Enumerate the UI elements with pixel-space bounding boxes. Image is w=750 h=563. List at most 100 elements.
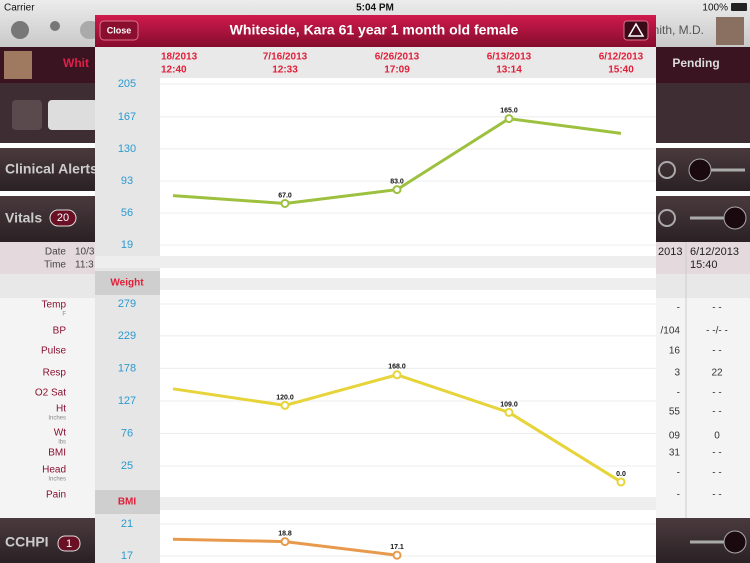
column-time: 15:40 [690, 259, 718, 271]
row-value: - [677, 388, 680, 399]
provider: nith, M.D. [653, 23, 704, 37]
row-label: Temp [42, 300, 67, 311]
slider-knob[interactable] [723, 206, 747, 230]
column-time: 12:40 [161, 65, 187, 76]
y-tick-label: 19 [121, 239, 133, 251]
row-value: 31 [669, 448, 681, 459]
row-value: - - [712, 448, 721, 459]
alert-icon[interactable] [627, 22, 645, 37]
row-value: - - [712, 303, 721, 314]
y-axis-panel [95, 47, 160, 563]
section-band [95, 278, 656, 290]
section-label-box [95, 490, 160, 514]
data-label: 17.1 [390, 544, 404, 551]
row-label: Head [42, 465, 66, 476]
row-value: - [677, 490, 680, 501]
column-time: 12:33 [272, 65, 298, 76]
settings-icon[interactable] [658, 209, 676, 227]
data-label: 109.0 [500, 401, 518, 408]
lock-button[interactable] [12, 100, 42, 130]
row-value: - - [712, 407, 721, 418]
section-title: Weight [110, 278, 144, 289]
clock-icon[interactable] [11, 21, 29, 39]
data-point [392, 550, 402, 560]
row-value: - -/- - [706, 326, 728, 337]
battery-text: 100% [702, 3, 728, 14]
row-value: - [677, 468, 680, 479]
time-label: Time [44, 260, 66, 271]
left-date: 10/3 [75, 247, 95, 258]
y-tick-label: 76 [121, 427, 133, 439]
column-date: 6/13/2013 [487, 52, 532, 63]
row-label: Wt [54, 428, 66, 439]
row-label: Ht [56, 404, 66, 415]
settings-icon[interactable] [658, 161, 676, 179]
clinical-alerts[interactable]: Clinical Alerts [5, 161, 98, 177]
data-label: 168.0 [388, 364, 406, 371]
column-time: 17:09 [384, 65, 410, 76]
search-field[interactable] [48, 100, 98, 130]
cchpi[interactable]: CCHPI [5, 534, 49, 550]
row-unit: Inches [48, 477, 66, 483]
row-value: /104 [661, 326, 681, 337]
clock: 5:04 PM [356, 3, 394, 14]
column-date: 7/16/2013 [263, 52, 308, 63]
column-time: 15:40 [608, 65, 634, 76]
vitals-count: 20 [57, 212, 69, 224]
data-point [280, 537, 290, 547]
y-tick-label: 21 [121, 518, 133, 530]
date-columns: 18/2013 12:40 7/16/2013 12:33 6/26/2013 17:09… [161, 52, 644, 76]
cchpi-badge [57, 535, 81, 552]
row-value: 09 [669, 431, 681, 442]
data-point [392, 185, 402, 195]
column-time: 13:14 [496, 65, 522, 76]
tab-pending[interactable]: Pending [672, 56, 719, 70]
row-value: - - [712, 346, 721, 357]
plot-area: Height19569313016720567.083.0165.0Weight… [95, 78, 656, 562]
row-unit: Inches [48, 416, 66, 422]
row-label: O2 Sat [35, 388, 66, 399]
row-value: - - [712, 468, 721, 479]
tab-patient[interactable]: Whit [63, 56, 89, 70]
y-tick-label: 93 [121, 175, 133, 187]
slider-knob[interactable] [723, 530, 747, 554]
section-band [95, 256, 656, 268]
row-value: 22 [711, 368, 723, 379]
patient-avatar[interactable] [4, 51, 32, 79]
close-button[interactable] [99, 20, 139, 41]
modal-title: Whiteside, Kara 61 year 1 month old fema… [230, 22, 519, 38]
left-time: 11:3 [75, 260, 94, 271]
data-point [392, 370, 402, 380]
modal-title-bar [95, 15, 656, 47]
y-tick-label: 25 [121, 460, 133, 472]
slider-knob[interactable] [688, 158, 712, 182]
section-label-box [95, 271, 160, 295]
close-label[interactable]: Close [107, 25, 132, 35]
date-label: Date [45, 247, 67, 258]
column-date: 2013 [658, 246, 682, 258]
column-date: 6/12/2013 [599, 52, 644, 63]
y-tick-label: 205 [118, 78, 136, 90]
row-value: 0 [714, 431, 720, 442]
y-tick-label: 130 [118, 143, 136, 155]
y-tick-label: 229 [118, 330, 136, 342]
provider-avatar[interactable] [716, 17, 744, 45]
y-tick-label: 56 [121, 207, 133, 219]
data-point [504, 407, 514, 417]
row-value: - - [712, 388, 721, 399]
person-icon[interactable] [50, 21, 60, 31]
row-value: - [677, 303, 680, 314]
vitals[interactable]: Vitals [5, 210, 42, 226]
data-label: 18.8 [278, 530, 292, 537]
y-tick-label: 167 [118, 111, 136, 123]
section-title: BMI [118, 497, 137, 508]
row-value: 55 [669, 407, 681, 418]
row-value: 16 [669, 346, 681, 357]
data-point [280, 400, 290, 410]
vitals-badge [49, 209, 77, 227]
row-label: BMI [48, 448, 66, 459]
carrier: Carrier [4, 3, 35, 14]
